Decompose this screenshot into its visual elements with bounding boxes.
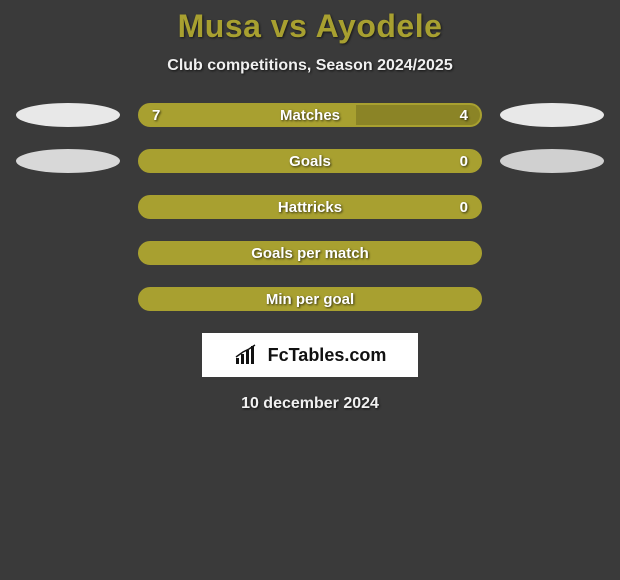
stat-value-right: 0	[460, 197, 468, 217]
stat-bar: Goals0	[138, 149, 482, 173]
player-badge-left	[16, 149, 120, 173]
stat-label: Goals	[140, 151, 480, 171]
player-badge-left	[16, 103, 120, 127]
subtitle: Club competitions, Season 2024/2025	[0, 57, 620, 75]
stat-label: Matches	[140, 105, 480, 125]
date-line: 10 december 2024	[0, 395, 620, 413]
stat-bars: Matches74Goals0Hattricks0Goals per match…	[0, 103, 620, 311]
player-badge-right	[500, 149, 604, 173]
stat-value-left: 7	[152, 105, 160, 125]
stat-label: Hattricks	[140, 197, 480, 217]
player-badge-right	[500, 103, 604, 127]
stat-row: Min per goal	[0, 287, 620, 311]
stat-bar: Min per goal	[138, 287, 482, 311]
stat-row: Hattricks0	[0, 195, 620, 219]
comparison-card: Musa vs Ayodele Club competitions, Seaso…	[0, 0, 620, 413]
brand-box: FcTables.com	[202, 333, 418, 377]
bars-icon	[234, 344, 262, 366]
stat-bar: Matches7 4	[138, 103, 482, 127]
stat-value-right: 4	[460, 105, 468, 125]
stat-bar: Goals per match	[138, 241, 482, 265]
stat-label: Goals per match	[140, 243, 480, 263]
page-title: Musa vs Ayodele	[0, 8, 620, 45]
stat-row: Matches7 4	[0, 103, 620, 127]
stat-bar: Hattricks0	[138, 195, 482, 219]
brand-text: FcTables.com	[268, 345, 387, 366]
brand-inner: FcTables.com	[234, 344, 387, 366]
stat-row: Goals per match	[0, 241, 620, 265]
stat-value-right: 0	[460, 151, 468, 171]
stat-row: Goals0	[0, 149, 620, 173]
stat-label: Min per goal	[140, 289, 480, 309]
